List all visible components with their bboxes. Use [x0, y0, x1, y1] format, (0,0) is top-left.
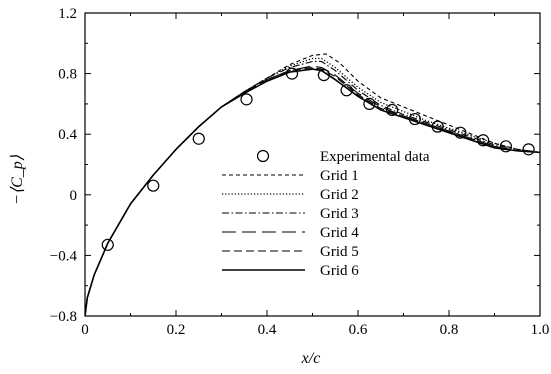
axes-layer: 0 0.2 0.4 0.6 0.8 1.0 −0.8 −0.4 0 0.4 0.8 1.2 — [50, 6, 550, 338]
x-axis-label: x/c — [301, 350, 321, 367]
legend-item-grid-6: Grid 6 — [222, 263, 359, 279]
y-tick-label: −0.8 — [50, 309, 77, 325]
series-line-grid-2 — [85, 57, 540, 316]
x-tick-label: 0.2 — [167, 322, 186, 338]
series-line-grid-4 — [85, 65, 540, 316]
x-tick-label: 0.6 — [349, 322, 368, 338]
y-tick-label: 0 — [70, 188, 78, 204]
legend-label: Grid 4 — [320, 225, 359, 241]
x-tick-label: 0.4 — [258, 322, 277, 338]
y-tick-label: −0.4 — [50, 248, 78, 264]
legend-label: Grid 6 — [320, 263, 359, 279]
y-tick-label: 0.8 — [58, 67, 77, 83]
series-layer — [85, 53, 540, 316]
legend-label: Grid 5 — [320, 244, 359, 260]
y-tick-label: 1.2 — [58, 6, 77, 22]
x-tick-label: 0.8 — [440, 322, 459, 338]
legend-item-grid-4: Grid 4 — [222, 225, 359, 241]
x-tick-label: 0 — [81, 322, 89, 338]
data-point — [147, 179, 160, 192]
legend-item-grid-1: Grid 1 — [222, 168, 359, 184]
legend-label: Grid 3 — [320, 206, 359, 222]
series-line-grid-6 — [85, 68, 540, 316]
legend-item-grid-5: Grid 5 — [222, 244, 359, 260]
x-tick-label: 1.0 — [531, 322, 550, 338]
legend-item-experimental-data: Experimental data — [256, 149, 430, 165]
data-point — [240, 93, 253, 106]
y-axis-label: −⟨C_p⟩ — [9, 154, 26, 205]
legend-label: Grid 2 — [320, 187, 359, 203]
data-point — [192, 132, 205, 145]
legend-marker — [256, 149, 270, 163]
legend: Experimental data Grid 1 Grid 2 Grid 3 Grid … — [222, 149, 430, 279]
legend-label: Grid 1 — [320, 168, 359, 184]
data-point — [522, 143, 535, 156]
y-tick-label: 0.4 — [58, 127, 77, 143]
legend-item-grid-3: Grid 3 — [222, 206, 359, 222]
legend-label: Experimental data — [320, 149, 430, 165]
legend-item-grid-2: Grid 2 — [222, 187, 359, 203]
